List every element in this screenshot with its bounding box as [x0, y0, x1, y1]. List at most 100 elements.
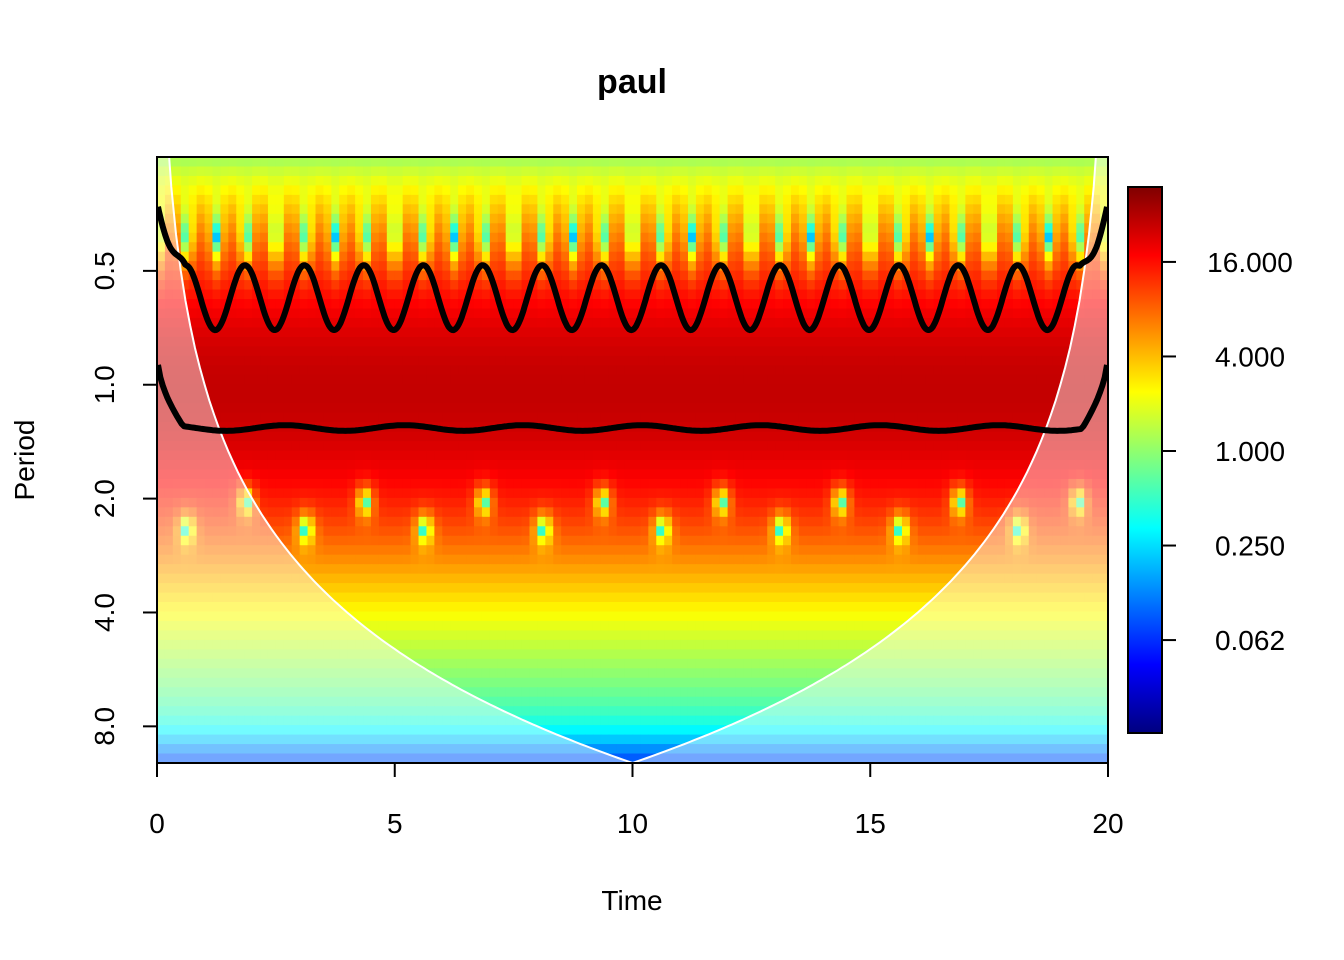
heatmap-cell — [244, 469, 253, 480]
heatmap-cell — [941, 422, 951, 433]
heatmap-cell — [1100, 327, 1108, 338]
heatmap-cell — [751, 346, 760, 357]
heatmap-cell — [886, 223, 895, 234]
heatmap-cell — [378, 545, 388, 556]
heatmap-cell — [394, 403, 404, 414]
heatmap-cell — [339, 327, 348, 338]
heatmap-cell — [1060, 317, 1069, 329]
heatmap-cell — [267, 460, 277, 471]
heatmap-cell — [894, 469, 903, 480]
heatmap-cell — [1020, 355, 1030, 366]
heatmap-cell — [933, 299, 943, 310]
heatmap-cell — [315, 393, 325, 404]
heatmap-cell — [204, 431, 214, 442]
heatmap-cell — [727, 412, 737, 423]
heatmap-cell — [640, 251, 649, 262]
heatmap-cell — [474, 460, 483, 471]
heatmap-cell — [188, 194, 198, 205]
heatmap-cell — [680, 469, 689, 480]
heatmap-cell — [347, 232, 356, 243]
heatmap-cell — [497, 450, 507, 461]
heatmap-cell — [957, 289, 966, 300]
heatmap-cell — [307, 412, 317, 423]
heatmap-cell — [513, 393, 523, 404]
heatmap-cell — [521, 346, 531, 357]
heatmap-cell — [1028, 261, 1038, 272]
heatmap-cell — [814, 526, 824, 537]
heatmap-cell — [695, 299, 705, 310]
heatmap-cell — [973, 469, 982, 480]
heatmap-cell — [283, 516, 293, 527]
heatmap-cell — [553, 232, 562, 243]
heatmap-cell — [854, 488, 863, 499]
heatmap-cell — [1068, 441, 1077, 452]
heatmap-cell — [648, 223, 657, 234]
heatmap-cell — [846, 270, 856, 281]
heatmap-cell — [616, 317, 626, 329]
heatmap-cell — [687, 317, 697, 329]
heatmap-cell — [751, 384, 760, 395]
heatmap-cell — [323, 403, 332, 414]
heatmap-cell — [236, 242, 245, 253]
heatmap-cell — [1076, 516, 1085, 527]
heatmap-cell — [561, 242, 570, 253]
heatmap-cell — [703, 317, 713, 329]
heatmap-cell — [878, 270, 887, 281]
heatmap-cell — [981, 336, 990, 347]
heatmap-cell — [664, 299, 673, 310]
heatmap-cell — [466, 299, 475, 310]
heatmap-cell — [418, 497, 428, 508]
heatmap-cell — [1012, 232, 1022, 243]
heatmap-cell — [402, 232, 412, 243]
heatmap-cell — [458, 422, 467, 433]
heatmap-cell — [426, 204, 435, 215]
heatmap-cell — [703, 261, 713, 272]
heatmap-cell — [719, 478, 729, 490]
heatmap-cell — [1004, 365, 1014, 376]
heatmap-cell — [1020, 213, 1030, 224]
heatmap-cell — [933, 280, 943, 291]
heatmap-cell — [537, 223, 546, 234]
heatmap-cell — [997, 251, 1006, 262]
heatmap-cell — [561, 251, 570, 262]
heatmap-cell — [894, 384, 903, 395]
heatmap-cell — [252, 299, 261, 310]
heatmap-cell — [901, 393, 911, 404]
heatmap-cell — [862, 346, 871, 357]
heatmap-cell — [592, 355, 602, 366]
heatmap-cell — [767, 497, 776, 508]
heatmap-cell — [355, 469, 364, 480]
heatmap-cell — [957, 374, 966, 385]
heatmap-cell — [466, 516, 475, 527]
heatmap-cell — [212, 478, 221, 490]
heatmap-cell — [569, 251, 578, 262]
heatmap-cell — [584, 478, 594, 490]
heatmap-cell — [862, 223, 871, 234]
heatmap-cell — [640, 232, 649, 243]
heatmap-cell — [410, 317, 420, 329]
heatmap-cell — [164, 317, 174, 329]
heatmap-cell — [267, 289, 277, 300]
heatmap-cell — [664, 194, 673, 205]
heatmap-cell — [798, 280, 808, 291]
heatmap-cell — [513, 251, 523, 262]
heatmap-cell — [164, 194, 174, 205]
heatmap-cell — [917, 251, 927, 262]
heatmap-cell — [608, 393, 618, 404]
heatmap-cell — [481, 251, 491, 262]
heatmap-cell — [212, 232, 221, 243]
heatmap-cell — [838, 516, 848, 527]
heatmap-cell — [204, 299, 214, 310]
heatmap-cell — [695, 280, 705, 291]
heatmap-cell — [474, 365, 483, 376]
heatmap-cell — [474, 204, 483, 215]
heatmap-cell — [529, 384, 538, 395]
heatmap-cell — [323, 308, 332, 319]
heatmap-cell — [180, 535, 190, 546]
heatmap-cell — [957, 497, 966, 508]
heatmap-cell — [513, 270, 523, 281]
heatmap-cell — [925, 308, 935, 319]
heatmap-cell — [497, 213, 507, 224]
heatmap-cell — [798, 393, 808, 404]
heatmap-cell — [664, 374, 673, 385]
